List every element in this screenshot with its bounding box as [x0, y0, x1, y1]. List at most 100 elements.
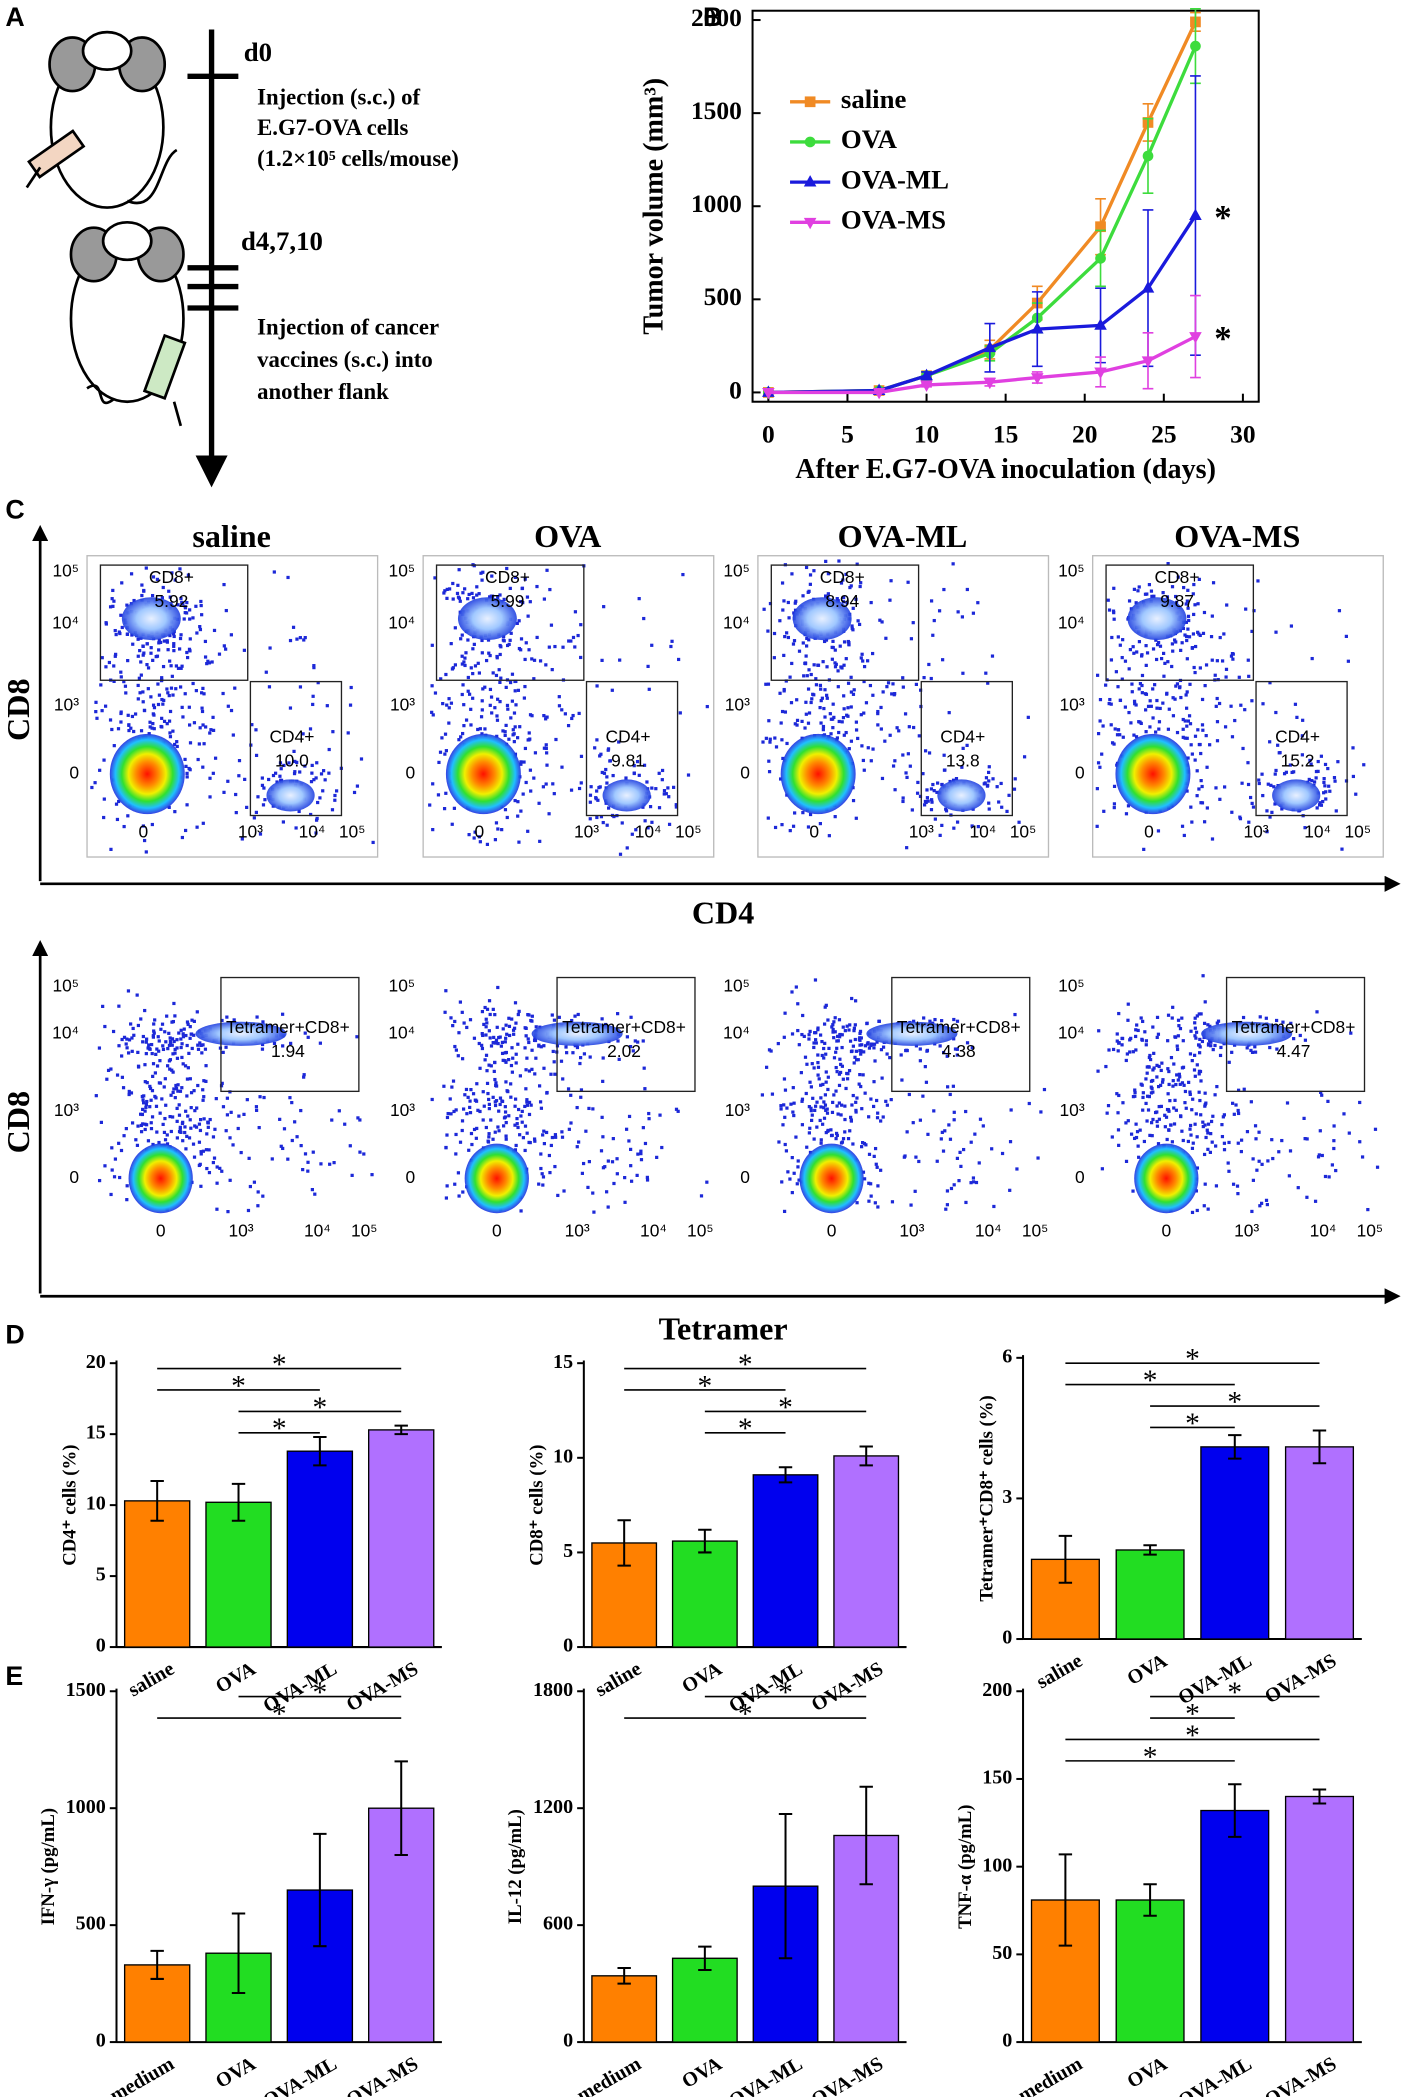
event-dot	[1170, 642, 1175, 646]
event-dot	[836, 685, 840, 689]
event-dot	[150, 726, 154, 730]
event-dot	[610, 1160, 615, 1164]
event-dot	[450, 822, 454, 826]
event-dot	[861, 1073, 865, 1077]
event-dot	[978, 1117, 983, 1121]
x-tick-label: 0	[827, 1221, 837, 1241]
event-dot	[525, 1100, 529, 1104]
event-dot	[256, 795, 260, 799]
event-dot	[1175, 1047, 1180, 1052]
event-dot	[487, 999, 492, 1003]
event-dot	[938, 1044, 942, 1048]
event-dot	[144, 850, 148, 854]
event-dot	[1193, 1034, 1197, 1038]
event-dot	[1166, 727, 1171, 731]
event-dot	[306, 1169, 310, 1173]
significance-mark: *	[697, 1370, 712, 1402]
event-dot	[456, 595, 461, 599]
event-dot	[464, 651, 468, 655]
error-bar	[313, 1832, 327, 1948]
event-dot	[191, 681, 195, 686]
event-dot	[149, 1126, 154, 1131]
event-dot	[1204, 1101, 1208, 1105]
event-dot	[217, 652, 222, 656]
event-dot	[530, 1019, 534, 1023]
event-dot	[577, 1140, 581, 1144]
event-dot	[1194, 1030, 1199, 1034]
event-dot	[1166, 1013, 1171, 1017]
event-dot	[188, 741, 193, 745]
error-bar	[313, 1435, 327, 1467]
event-dot	[507, 1114, 511, 1118]
event-dot	[544, 1130, 549, 1135]
event-dot	[463, 656, 467, 660]
event-dot	[124, 1042, 128, 1046]
event-dot	[803, 661, 807, 665]
event-dot	[215, 1181, 219, 1185]
event-dot	[142, 708, 147, 713]
event-dot	[291, 625, 296, 629]
event-dot	[821, 660, 825, 664]
event-dot	[804, 712, 808, 716]
event-dot	[881, 1045, 886, 1049]
event-dot	[782, 1103, 786, 1107]
gate-value: 5.92	[154, 591, 188, 611]
event-dot	[1116, 728, 1121, 732]
event-dot	[1328, 789, 1332, 793]
event-dot	[211, 1135, 216, 1139]
event-dot	[588, 800, 592, 804]
event-dot	[1317, 803, 1322, 807]
event-dot	[1201, 1120, 1205, 1124]
event-dot	[160, 716, 164, 720]
event-dot	[822, 1100, 826, 1104]
event-dot	[449, 642, 453, 646]
event-dot	[314, 776, 318, 780]
step-text: Injection (s.c.) of	[257, 84, 420, 109]
event-dot	[486, 1140, 491, 1144]
event-dot	[1144, 644, 1148, 648]
event-dot	[1114, 670, 1118, 674]
event-dot	[1116, 635, 1120, 639]
event-dot	[591, 1107, 595, 1111]
y-tick-label: 10⁵	[389, 560, 416, 580]
event-dot	[603, 1165, 607, 1169]
event-dot	[1118, 733, 1122, 737]
event-dot	[125, 632, 130, 636]
legend-marker	[804, 96, 816, 108]
event-dot	[1201, 631, 1206, 635]
gate-label: Tetramer+CD8+	[562, 1017, 686, 1037]
event-dot	[876, 1205, 880, 1209]
event-dot	[907, 725, 911, 729]
event-dot	[813, 1038, 818, 1042]
event-dot	[521, 601, 525, 605]
event-dot	[460, 662, 464, 666]
event-dot	[834, 1089, 838, 1093]
event-dot	[1323, 784, 1327, 788]
event-dot	[1190, 820, 1194, 824]
event-dot	[1271, 1156, 1275, 1161]
event-dot	[132, 729, 136, 734]
event-dot	[120, 1075, 125, 1079]
event-dot	[99, 1120, 103, 1124]
event-dot	[180, 1042, 184, 1046]
event-dot	[1243, 708, 1247, 712]
event-dot	[205, 1132, 209, 1136]
event-dot	[807, 668, 811, 672]
event-dot	[874, 1162, 878, 1166]
event-dot	[158, 1081, 163, 1085]
event-dot	[184, 1147, 188, 1151]
x-tick-label: 10⁵	[339, 822, 366, 842]
x-tick-label: 10⁵	[1345, 822, 1372, 842]
event-dot	[181, 1120, 185, 1124]
event-dot	[914, 1155, 918, 1159]
event-dot	[1225, 603, 1229, 607]
event-dot	[808, 1126, 812, 1130]
event-dot	[185, 655, 190, 660]
event-dot	[1135, 1023, 1139, 1027]
event-dot	[138, 648, 142, 653]
event-dot	[498, 652, 502, 657]
event-dot	[143, 1063, 147, 1067]
event-dot	[175, 1119, 179, 1123]
event-dot	[154, 1096, 158, 1100]
event-dot	[600, 1017, 604, 1021]
